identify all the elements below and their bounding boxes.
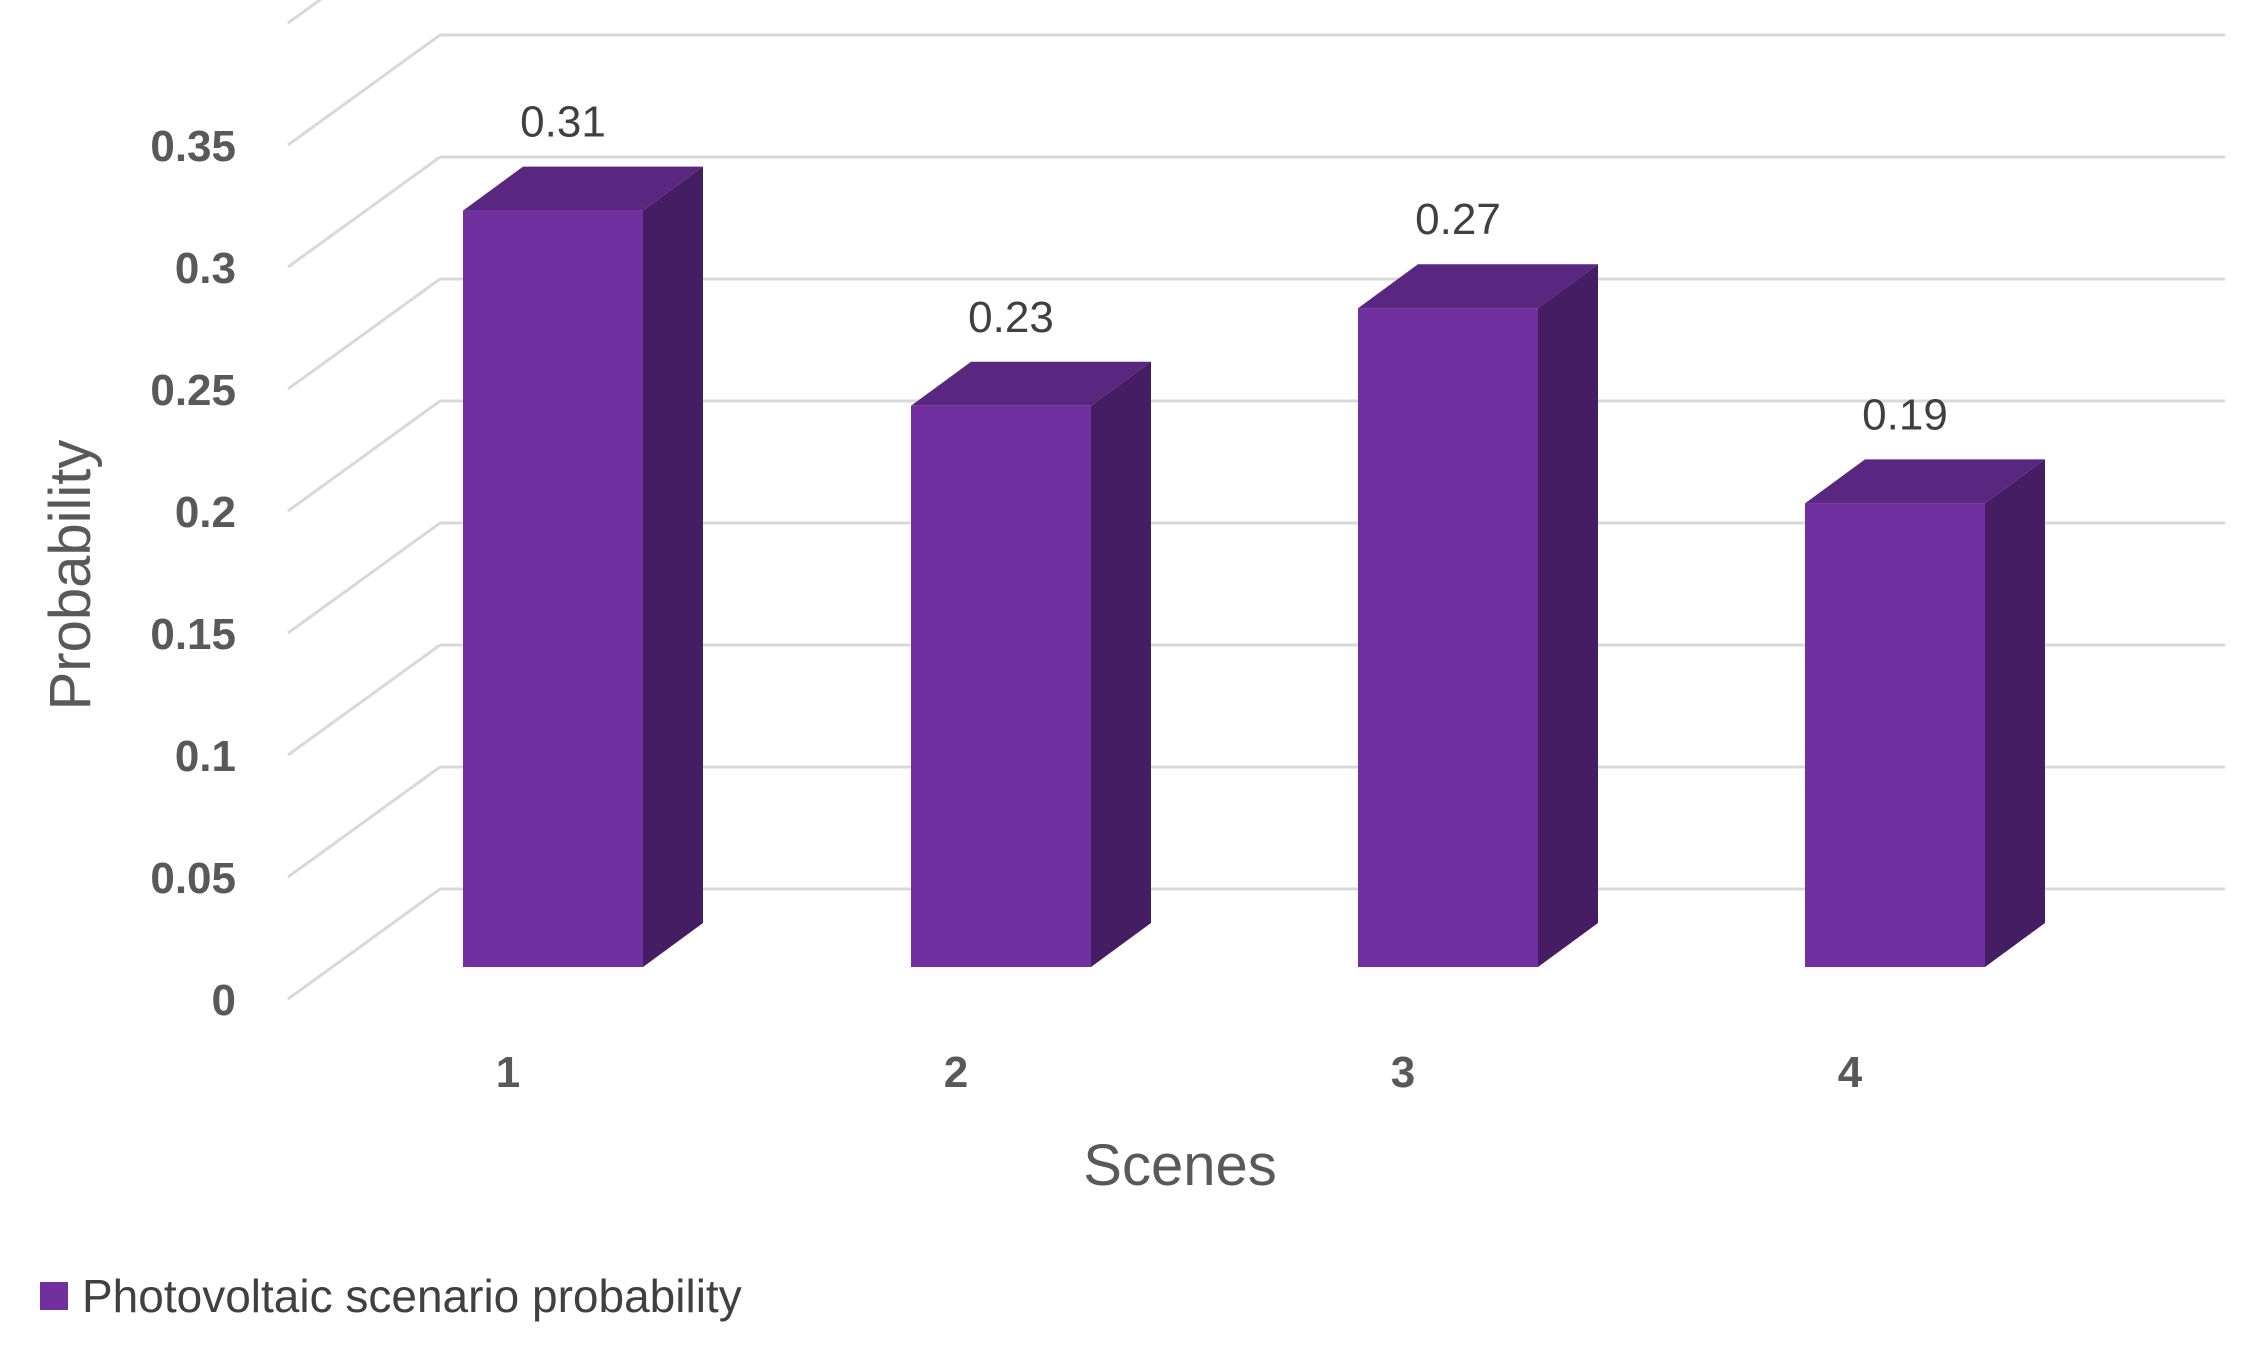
bar-3 [1358, 264, 1598, 967]
x-tick-label: 3 [1391, 1048, 1415, 1097]
gridline-side [287, 155, 441, 269]
bar-front [1805, 503, 1985, 967]
y-axis-ticks: 0 0.05 0.1 0.15 0.2 0.25 0.3 0.35 [150, 122, 236, 1025]
bar-front [911, 405, 1091, 967]
data-label: 0.19 [1862, 390, 1948, 439]
bar-2 [911, 361, 1151, 967]
gridline-side [287, 33, 441, 147]
bar-top [1358, 264, 1598, 309]
bar-side [643, 166, 703, 968]
y-tick-label: 0.1 [175, 732, 236, 781]
x-axis-title: Scenes [1083, 1133, 1276, 1198]
gridline-side [287, 765, 441, 879]
y-axis-title: Probability [38, 440, 103, 711]
x-tick-label: 2 [944, 1048, 968, 1097]
gridline-side [287, 0, 323, 25]
y-tick-label: 0.05 [150, 854, 236, 903]
gridline-side [287, 399, 441, 513]
gridlines [287, 0, 2225, 1001]
bar-top [463, 166, 703, 211]
y-tick-label: 0.25 [150, 366, 236, 415]
y-tick-label: 0 [212, 976, 236, 1025]
y-tick-label: 0.2 [175, 488, 236, 537]
y-tick-label: 0.15 [150, 610, 236, 659]
data-label: 0.27 [1415, 195, 1501, 244]
bar-top [1805, 459, 2045, 504]
y-tick-label: 0.3 [175, 244, 236, 293]
legend-label: Photovoltaic scenario probability [82, 1270, 742, 1322]
legend: Photovoltaic scenario probability [40, 1270, 742, 1322]
x-axis-ticks: 1 2 3 4 [496, 1048, 1863, 1097]
data-label: 0.31 [520, 98, 606, 147]
bar-front [1358, 308, 1538, 967]
bar-side [1091, 361, 1151, 967]
legend-swatch [40, 1282, 68, 1310]
gridline-side [287, 643, 441, 757]
data-label: 0.23 [968, 293, 1054, 342]
bar-1 [463, 166, 703, 968]
bar-side [1985, 459, 2045, 967]
y-tick-label: 0.35 [150, 122, 236, 171]
data-labels: 0.31 0.23 0.27 0.19 [520, 98, 1948, 440]
bar-front [463, 210, 643, 968]
gridline-side [287, 521, 441, 635]
x-tick-label: 4 [1838, 1048, 1863, 1097]
gridline-side [287, 277, 441, 391]
bar-4 [1805, 459, 2045, 967]
bars [463, 166, 2045, 968]
bar-top [911, 361, 1151, 406]
bar-side [1538, 264, 1598, 967]
gridline-side [287, 887, 441, 1001]
x-tick-label: 1 [496, 1048, 520, 1097]
